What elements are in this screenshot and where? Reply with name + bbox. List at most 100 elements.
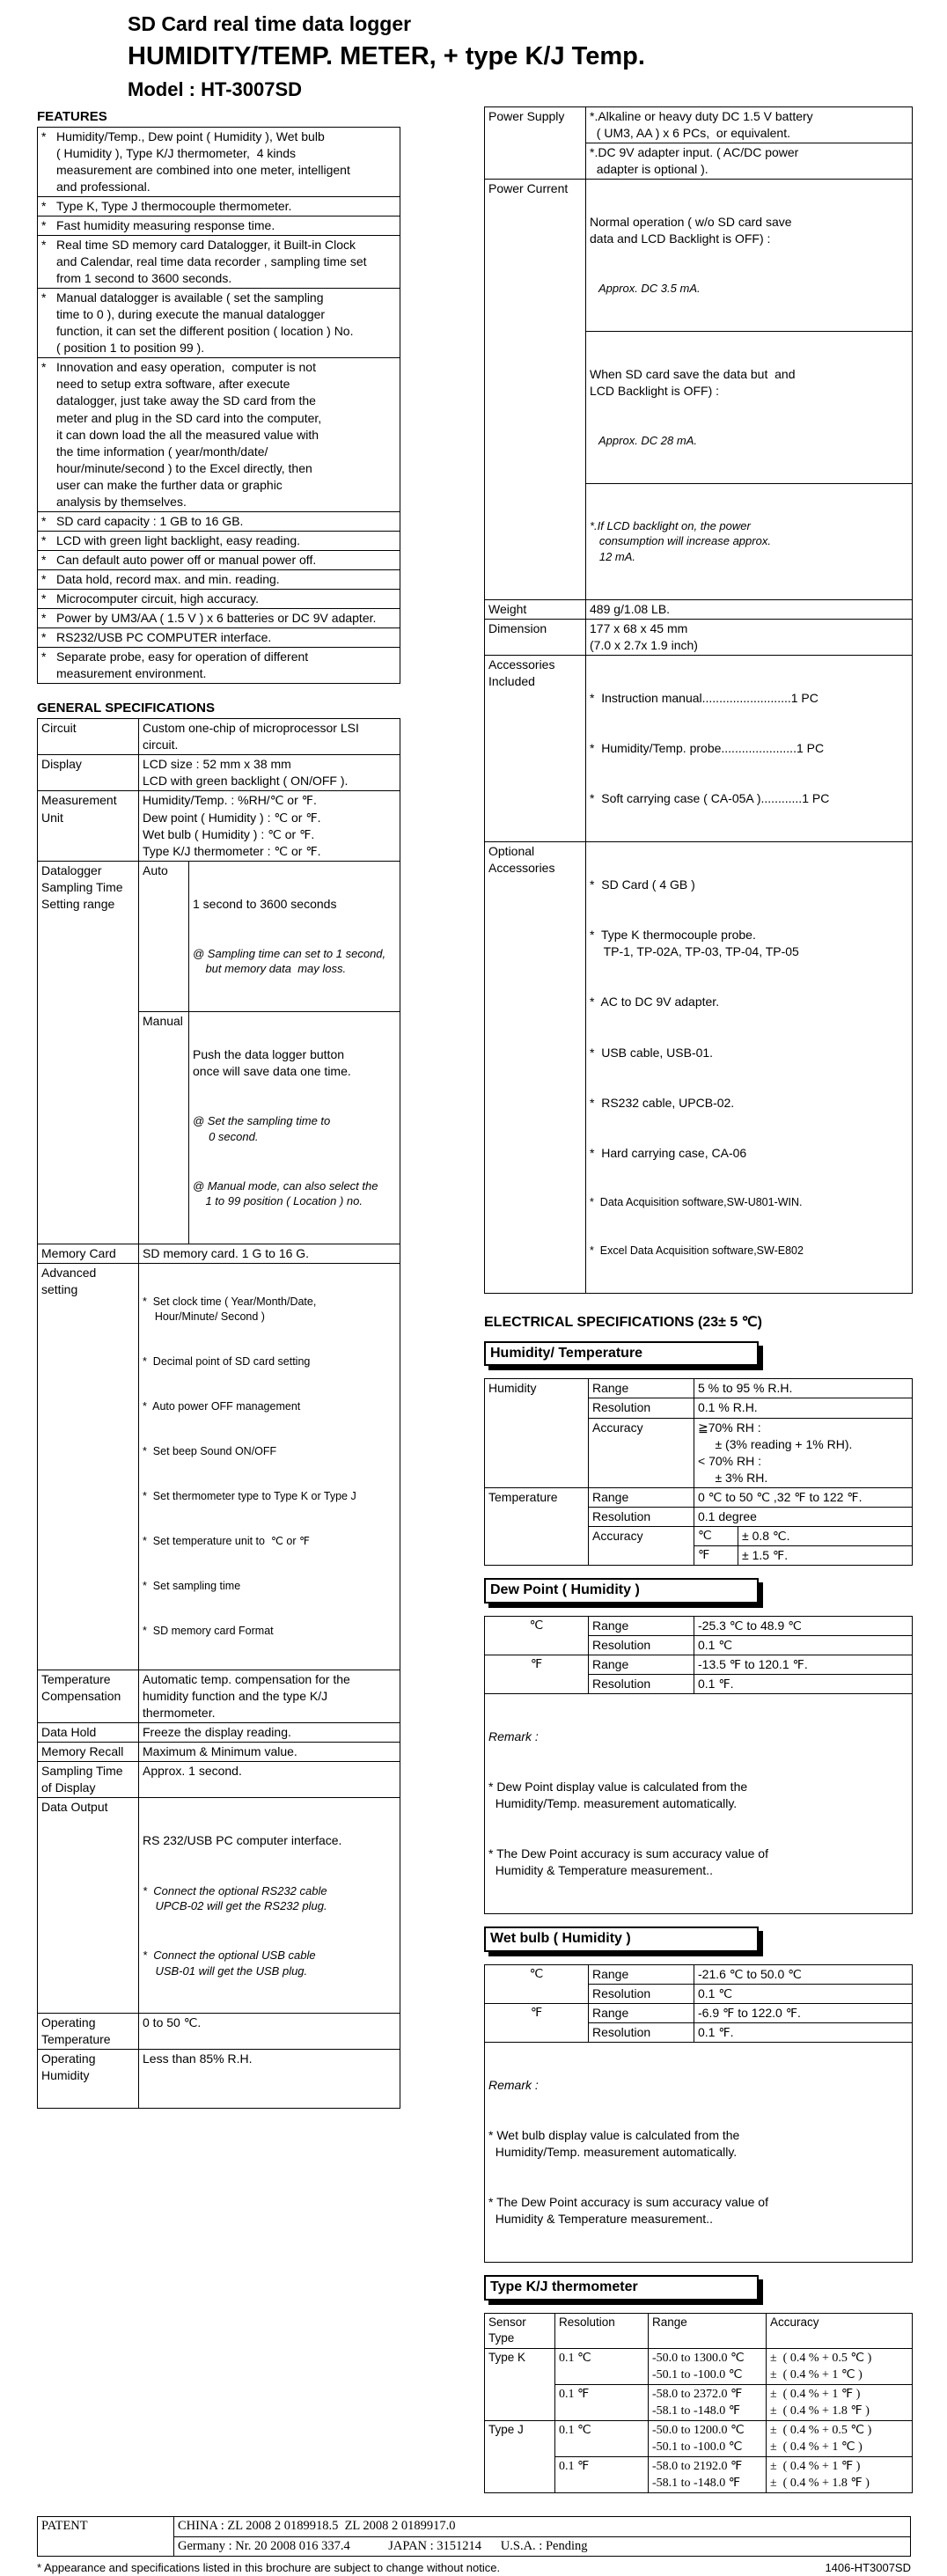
bullet: *: [41, 129, 47, 143]
wet-value: -6.9 ℉ to 122.0 ℉.: [694, 2002, 913, 2023]
advanced-item: * Set beep Sound ON/OFF: [143, 1445, 277, 1458]
kj-accuracy: ± ( 0.4 % + 0.5 ℃ ) ± ( 0.4 % + 1 ℃ ): [766, 2419, 913, 2457]
two-column-layout: FEATURES * Humidity/Temp., Dew point ( Hu…: [37, 106, 947, 2494]
opt-item: * SD Card ( 4 GB ): [590, 877, 695, 892]
footer-doc-code: 1406-HT3007SD: [825, 2561, 911, 2575]
wet-remark-row: Remark : * Wet bulb display value is cal…: [484, 2041, 913, 2264]
wet-bulb-section-header: Wet bulb ( Humidity ): [484, 1926, 759, 1952]
feature-row: * Manual datalogger is available ( set th…: [37, 288, 400, 359]
dataout-note1: * Connect the optional RS232 cable UPCB-…: [143, 1883, 327, 1913]
type-kj-section-header: Type K/J thermometer: [484, 2275, 759, 2301]
unit-celsius: ℃: [694, 1525, 738, 1546]
spec-label: Power Supply: [484, 106, 586, 180]
spec-value: Push the data logger button once will sa…: [188, 1011, 400, 1245]
doc-title-line1: SD Card real time data logger: [128, 12, 412, 35]
feature-text: RS232/USB PC COMPUTER interface.: [56, 629, 272, 644]
kj-range: -58.0 to 2372.0 ℉ -58.1 to -148.0 ℉: [648, 2383, 767, 2421]
opt-item: * Hard carrying case, CA-06: [590, 1145, 747, 1160]
kj-resolution: 0.1 ℃: [554, 2347, 649, 2385]
kj-row-typej-c: Type J 0.1 ℃ -50.0 to 1200.0 ℃ -50.1 to …: [484, 2419, 913, 2494]
spec-label: Optional Accessories: [484, 841, 586, 1294]
spec-value: Less than 85% R.H.: [138, 2049, 400, 2109]
bullet: *: [41, 610, 47, 625]
ht-row: Humidity Range 5 % to 95 % R.H.: [484, 1378, 913, 1488]
feature-row: * Data hold, record max. and min. reading…: [37, 569, 400, 590]
bullet: *: [41, 591, 47, 605]
dew-row: ℃ Range -25.3 ℃ to 48.9 ℃: [484, 1615, 913, 1655]
spec-value: *.Alkaline or heavy duty DC 1.5 V batter…: [585, 106, 913, 143]
wet-value: 0.1 ℃: [694, 1983, 913, 2004]
spec-label: Circuit: [37, 718, 139, 756]
spec-row-power-current-3: *.If LCD backlight on, the power consump…: [485, 482, 913, 600]
spec-row-dimension: Dimension 177 x 68 x 45 mm (7.0 x 2.7x 1…: [484, 618, 913, 656]
feature-row: * Power by UM3/AA ( 1.5 V ) x 6 batteries…: [37, 607, 400, 628]
spec-row-display: Display LCD size : 52 mm x 38 mm LCD wit…: [37, 754, 400, 792]
ht-row: Resolution 0.1 % R.H.: [485, 1398, 913, 1419]
wet-prop: Resolution: [588, 1983, 694, 2004]
ht-value: 0.1 degree: [694, 1506, 913, 1527]
bullet: *: [41, 218, 47, 233]
spec-row-datalogger-manual: Manual Push the data logger button once …: [38, 1011, 400, 1245]
spec-value: * Instruction manual....................…: [585, 654, 913, 843]
spec-label: Temperature Compensation: [37, 1670, 139, 1724]
type-kj-table: Sensor Type Resolution Range Accuracy Ty…: [484, 2313, 913, 2494]
dew-row: Resolution 0.1 ℃: [485, 1634, 913, 1655]
features-table: * Humidity/Temp., Dew point ( Humidity ),…: [37, 126, 400, 684]
feature-text: Type K, Type J thermocouple thermometer.: [56, 199, 292, 214]
kj-range: -50.0 to 1200.0 ℃ -50.1 to -100.0 ℃: [648, 2419, 767, 2457]
wet-bulb-table: ℃ Range -21.6 ℃ to 50.0 ℃ Resolution 0.1…: [484, 1963, 913, 2264]
spec-value: * SD Card ( 4 GB ) * Type K thermocouple…: [585, 841, 913, 1294]
auto-main: 1 second to 3600 seconds: [193, 896, 337, 911]
spec-row-data-output: Data Output RS 232/USB PC computer inter…: [37, 1797, 400, 2015]
advanced-item: * Decimal point of SD card setting: [143, 1355, 311, 1369]
spec-row-weight: Weight 489 g/1.08 LB.: [484, 598, 913, 620]
patent-label: PATENT: [37, 2516, 174, 2558]
feature-text: Data hold, record max. and min. reading.: [56, 571, 280, 586]
spec-row-memory-recall: Memory Recall Maximum & Minimum value.: [37, 1742, 400, 1763]
bullet: *: [41, 629, 47, 644]
advanced-item: * Set thermometer type to Type K or Type…: [143, 1490, 356, 1503]
dew-value: 0.1 ℃: [694, 1634, 913, 1655]
spec-row-measurement-unit: Measurement Unit Humidity/Temp. : %RH/℃ …: [37, 790, 400, 862]
spec-label: Datalogger Sampling Time Setting range: [37, 860, 139, 1245]
dew-prop: Range: [588, 1615, 694, 1636]
kj-row-typek-c: Type K 0.1 ℃ -50.0 to 1300.0 ℃ -50.1 to …: [484, 2347, 913, 2421]
spec-value: Approx. 1 second.: [138, 1761, 400, 1799]
advanced-item: * Set temperature unit to ℃ or ℉: [143, 1535, 310, 1548]
general-specs-title: GENERAL SPECIFICATIONS: [37, 700, 215, 716]
spec-value: Automatic temp. compensation for the hum…: [138, 1670, 400, 1724]
feature-row: * Separate probe, easy for operation of d…: [37, 646, 400, 684]
feature-row: * Innovation and easy operation, computer…: [37, 357, 400, 512]
spec-value: 177 x 68 x 45 mm (7.0 x 2.7x 1.9 inch): [585, 618, 913, 656]
opt-item-small: * Excel Data Acquisition software,SW-E80…: [590, 1244, 804, 1257]
unit-fahrenheit: ℉: [484, 1654, 589, 1694]
spec-value: Normal operation ( w/o SD card save data…: [585, 178, 913, 332]
dew-prop: Resolution: [588, 1634, 694, 1655]
ht-row: ℉ ± 1.5 ℉.: [485, 1545, 913, 1566]
spec-label: Power Current: [484, 178, 586, 600]
feature-row: * Fast humidity measuring response time.: [37, 216, 400, 237]
ht-group-label: Temperature: [484, 1486, 589, 1566]
feature-row: * Type K, Type J thermocouple thermometer…: [37, 196, 400, 217]
kj-resolution: 0.1 ℃: [554, 2419, 649, 2457]
spec-value: SD memory card. 1 G to 16 G.: [138, 1244, 400, 1265]
spec-label: Advanced setting: [37, 1263, 139, 1671]
spec-value: When SD card save the data but and LCD B…: [585, 330, 913, 484]
spec-value: LCD size : 52 mm x 38 mm LCD with green …: [138, 754, 400, 792]
unit-fahrenheit: ℉: [694, 1545, 738, 1566]
pc-main: When SD card save the data but and LCD B…: [590, 366, 796, 398]
feature-row: * Can default auto power off or manual po…: [37, 549, 400, 570]
patent-line1: CHINA : ZL 2008 2 0189918.5 ZL 2008 2 01…: [173, 2516, 911, 2537]
feature-text: Can default auto power off or manual pow…: [56, 552, 317, 567]
bullet: *: [41, 199, 47, 214]
spec-value: * Set clock time ( Year/Month/Date, Hour…: [138, 1263, 400, 1671]
spec-label: Dimension: [484, 618, 586, 656]
bullet: *: [41, 290, 47, 305]
spec-label: Memory Card: [37, 1244, 139, 1265]
spec-row-accessories: Accessories Included * Instruction manua…: [484, 654, 913, 843]
kj-accuracy: ± ( 0.4 % + 0.5 ℃ ) ± ( 0.4 % + 1 ℃ ): [766, 2347, 913, 2385]
remark-text: * Wet bulb display value is calculated f…: [488, 2128, 740, 2160]
ht-value: 5 % to 95 % R.H.: [694, 1378, 913, 1399]
feature-row: * SD card capacity : 1 GB to 16 GB.: [37, 510, 400, 532]
kj-accuracy: ± ( 0.4 % + 1 ℉ ) ± ( 0.4 % + 1.8 ℉ ): [766, 2455, 913, 2494]
